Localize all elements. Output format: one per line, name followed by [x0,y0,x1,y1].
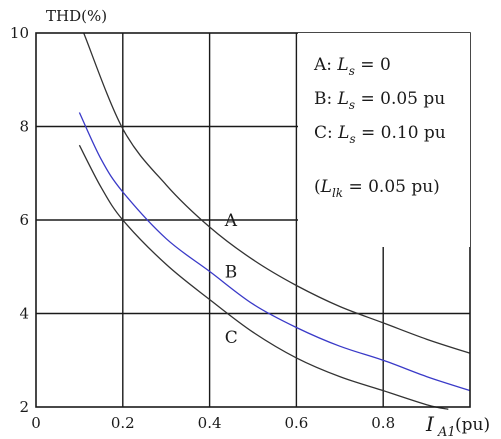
series-line-b [78,112,471,392]
x-axis-unit: (pu) [455,415,490,435]
x-tick-label: 0.6 [284,414,308,432]
y-tick-label: 4 [19,305,29,323]
legend-entry-c: C: Ls = 0.10 pu [314,123,446,146]
series-lines [78,32,471,410]
curve-label-a: A [224,211,238,231]
x-tick-label: 0.4 [198,414,222,432]
series-line-c [78,144,449,410]
x-tick-label: 0.2 [111,414,135,432]
x-axis-symbol: I [425,412,435,436]
y-tick-label: 6 [19,211,29,229]
y-tick-label: 10 [10,24,29,42]
legend: A: Ls = 0 B: Ls = 0.05 pu C: Ls = 0.10 pu (… [313,55,446,200]
x-tick-label: 0.8 [371,414,395,432]
legend-box [298,33,470,247]
legend-note: (Llk = 0.05 pu) [314,177,440,200]
legend-entry-a: A: Ls = 0 [313,55,391,78]
curve-label-c: C [225,328,238,348]
x-axis-subscript: A1 [437,425,456,439]
curve-label-b: B [225,262,238,282]
y-tick-label: 2 [19,398,29,416]
x-tick-label: 0 [31,414,41,432]
series-line-a [83,32,471,354]
y-tick-label: 8 [19,118,29,136]
y-axis-label: THD(%) [46,7,107,25]
curve-labels: A B C [224,211,238,348]
legend-entry-b: B: Ls = 0.05 pu [314,89,445,112]
tick-labels: 0 0.2 0.4 0.6 0.8 2 4 6 8 10 [10,24,395,432]
